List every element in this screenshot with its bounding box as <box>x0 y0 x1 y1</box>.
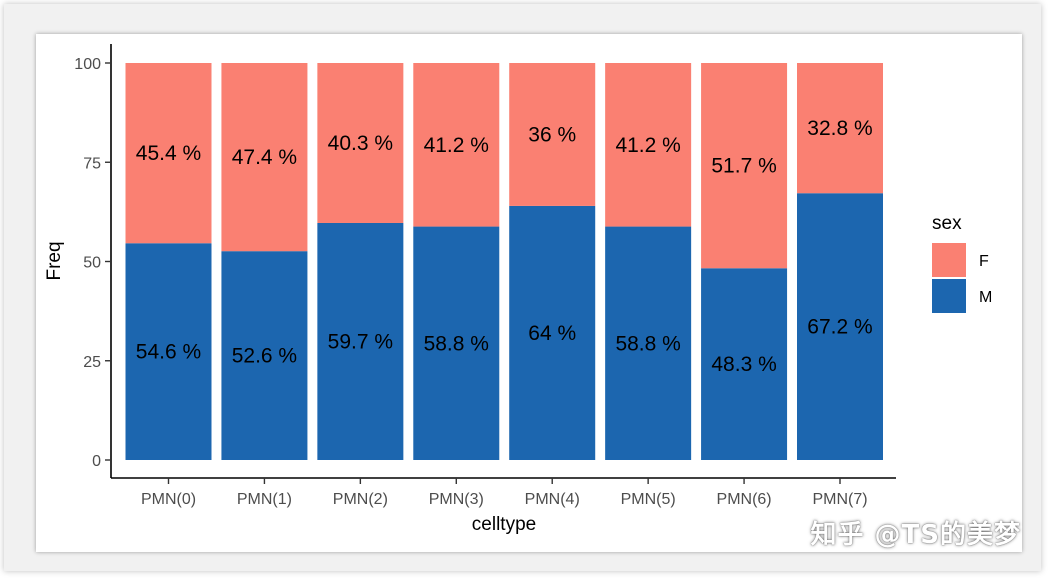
bar-m-3 <box>413 226 500 460</box>
y-tick-label: 25 <box>83 354 101 371</box>
bar-f-5 <box>605 63 692 227</box>
x-tick-label: PMN(6) <box>717 491 772 508</box>
x-tick-label: PMN(2) <box>333 491 388 508</box>
bar-label-m-4: 64 % <box>528 322 576 345</box>
bar-m-1 <box>221 251 308 460</box>
bar-label-f-7: 32.8 % <box>807 117 872 140</box>
bar-m-7 <box>797 193 883 460</box>
bar-f-0 <box>125 63 212 244</box>
x-tick-label: PMN(4) <box>525 491 580 508</box>
bar-m-5 <box>605 226 692 460</box>
bars-layer <box>125 63 883 460</box>
x-tick-label: PMN(7) <box>812 491 867 508</box>
bar-f-6 <box>701 63 788 269</box>
bar-m-4 <box>509 205 596 460</box>
bar-label-f-4: 36 % <box>528 123 576 146</box>
bar-label-f-5: 41.2 % <box>615 134 680 157</box>
bar-m-2 <box>317 222 404 460</box>
bar-label-m-0: 54.6 % <box>136 341 201 364</box>
y-tick-label: 50 <box>83 255 101 272</box>
x-tick-label: PMN(3) <box>429 491 484 508</box>
bar-labels-layer: 54.6 % 45.4 % 52.6 % 47.4 % 59.7 % 40.3 % 58.8… <box>136 117 873 376</box>
bar-f-4 <box>509 63 596 206</box>
x-tick-label: PMN(5) <box>621 491 676 508</box>
bar-f-2 <box>317 63 404 223</box>
bar-f-3 <box>413 63 500 227</box>
bar-label-m-2: 59.7 % <box>328 330 393 353</box>
bar-label-m-3: 58.8 % <box>424 332 489 355</box>
bar-label-f-6: 51.7 % <box>711 155 776 178</box>
legend: sex FM <box>932 213 992 313</box>
y-tick-label: 75 <box>83 155 101 172</box>
bar-f-1 <box>221 63 308 252</box>
x-axis-title: celltype <box>472 514 536 535</box>
legend-label-f: F <box>979 253 989 270</box>
x-tick-label: PMN(1) <box>237 491 292 508</box>
legend-key-f <box>932 243 966 277</box>
bar-f-7 <box>797 63 883 194</box>
y-tick-label: 100 <box>74 56 101 73</box>
x-tick-label: PMN(0) <box>141 491 196 508</box>
y-axis-title: Freq <box>44 241 65 280</box>
bar-label-f-3: 41.2 % <box>424 134 489 157</box>
bar-label-m-7: 67.2 % <box>807 316 872 339</box>
legend-title: sex <box>932 213 962 234</box>
bar-label-m-5: 58.8 % <box>615 332 680 355</box>
legend-label-m: M <box>979 289 992 306</box>
y-ticks-layer: 0 25 50 75 100 <box>74 56 111 470</box>
bar-m-0 <box>125 243 212 460</box>
y-tick-label: 0 <box>92 453 101 470</box>
bar-label-f-2: 40.3 % <box>328 132 393 155</box>
x-ticks-layer: PMN(0) PMN(1) PMN(2) PMN(3) PMN(4) PMN(5) PMN(… <box>141 478 868 508</box>
bar-label-m-6: 48.3 % <box>711 353 776 376</box>
bar-m-6 <box>701 268 788 460</box>
legend-entries: FM <box>932 243 992 313</box>
legend-key-m <box>932 279 966 313</box>
bar-label-f-1: 47.4 % <box>232 146 297 169</box>
bar-label-f-0: 45.4 % <box>136 142 201 165</box>
watermark: 知乎 @TS的美梦 <box>810 520 1021 550</box>
bar-label-m-1: 52.6 % <box>232 345 297 368</box>
